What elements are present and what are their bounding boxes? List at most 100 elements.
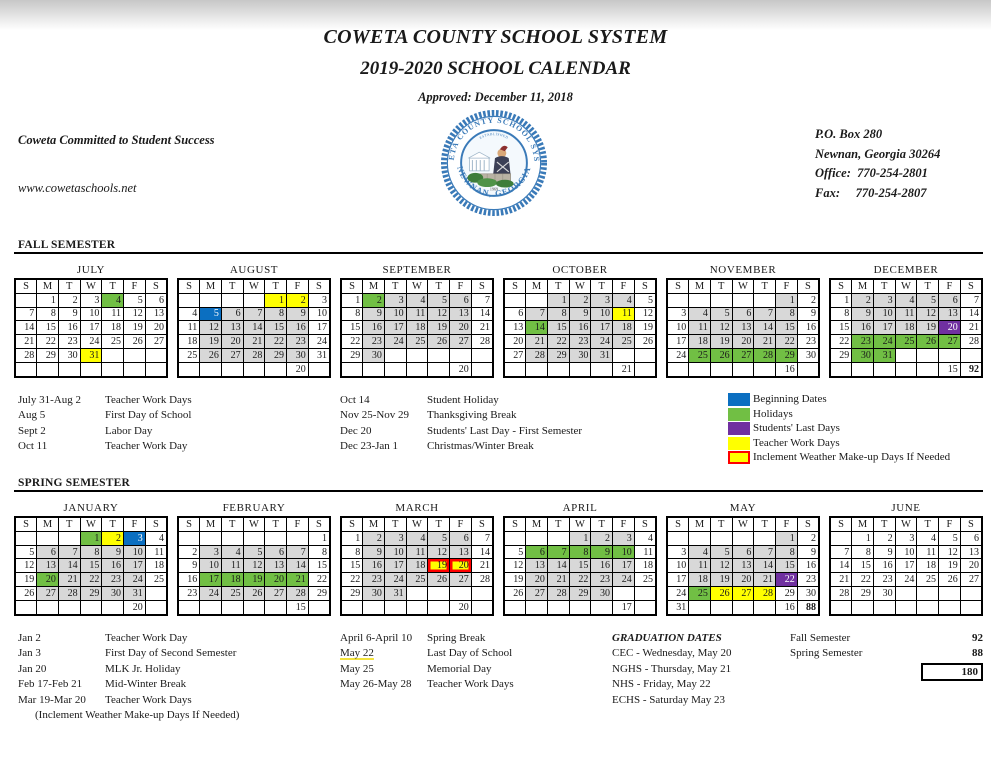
graduation-dates: GRADUATION DATES CEC - Wednesday, May 20…	[612, 631, 790, 709]
day-cell: 27	[144, 334, 168, 349]
day-cell: 15	[775, 320, 798, 336]
day-cell: 10	[383, 544, 407, 560]
day-cell: 14	[242, 320, 266, 336]
inclement-footnote: (Inclement Weather Make-up Days If Neede…	[35, 709, 240, 722]
day-cell	[470, 361, 494, 378]
month-july: JULY S M T W T F S 1 2 3 4 5 6 7 8 9 10 11 12 13 14 15 16 17 18 19…	[14, 264, 168, 378]
day-cell	[546, 530, 570, 546]
note-label: Christmas/Winter Break	[427, 440, 534, 453]
day-cell	[753, 292, 777, 308]
day-cell: 9	[362, 306, 385, 322]
total-value: 92	[972, 631, 983, 644]
day-cell	[340, 599, 364, 616]
note-row: Nov 25-Nov 29 Thanksgiving Break	[340, 408, 728, 424]
day-cell: 11	[612, 306, 635, 322]
note-row: Jan 20 MLK Jr. Holiday	[18, 662, 340, 678]
day-cell: 4	[688, 306, 711, 322]
day-cell: 22	[79, 572, 103, 588]
day-cell: 26	[916, 334, 940, 349]
day-cell: 30	[796, 586, 820, 601]
day-cell: 7	[753, 544, 777, 560]
month-november: NOVEMBER S M T W T F S 1 2 3 4 5 6 7 8 9 10 11 12 13 14 15 16 17…	[666, 264, 820, 378]
day-cell: 27	[731, 347, 755, 363]
day-cell: 21	[470, 558, 494, 574]
month-title: SEPTEMBER	[382, 264, 452, 276]
day-cell: 20	[731, 572, 755, 588]
day-cell: 88	[796, 599, 820, 616]
note-date: Jan 2	[18, 631, 41, 644]
day-cell: 22	[340, 572, 364, 588]
day-cell	[731, 361, 755, 378]
day-cell	[177, 361, 201, 378]
day-cell: 25	[177, 347, 201, 363]
day-cell: 12	[709, 558, 733, 574]
note-label: Students' Last Day - First Semester	[427, 424, 583, 437]
day-cell: 25	[144, 572, 168, 588]
day-cell: 17	[612, 599, 635, 616]
day-cell: 20	[449, 320, 472, 336]
day-cell	[220, 292, 244, 308]
day-cell: 11	[177, 320, 201, 336]
day-header-cell: W	[242, 516, 266, 532]
document-header: COWETA COUNTY SCHOOL SYSTEM 2019-2020 SC…	[0, 0, 991, 105]
note-date: April 6-April 10	[340, 631, 413, 644]
day-cell: 15	[851, 558, 874, 574]
day-cell	[872, 599, 896, 616]
day-cell: 30	[362, 586, 385, 601]
day-header-cell: S	[14, 278, 38, 294]
day-cell	[405, 586, 429, 601]
day-cell: 7	[546, 544, 570, 560]
day-cell: 11	[144, 544, 168, 560]
day-cell: 9	[57, 306, 81, 322]
day-cell: 29	[79, 586, 103, 601]
day-cell: 19	[709, 572, 733, 588]
day-cell	[851, 599, 874, 616]
day-header-cell: T	[383, 278, 407, 294]
day-cell: 5	[938, 530, 961, 546]
day-cell	[405, 347, 429, 363]
day-cell	[57, 361, 81, 378]
legend-label: Students' Last Days	[753, 422, 840, 435]
day-cell: 13	[220, 320, 244, 336]
day-cell: 15	[546, 320, 570, 336]
day-cell	[525, 530, 548, 546]
day-cell	[144, 599, 168, 616]
day-cell: 12	[199, 320, 222, 336]
day-header-cell: T	[427, 278, 451, 294]
day-cell	[427, 586, 451, 601]
note-label: Labor Day	[105, 424, 153, 437]
day-cell: 30	[796, 347, 820, 363]
day-cell	[503, 361, 527, 378]
day-cell: 15	[286, 599, 309, 616]
day-cell: 13	[525, 558, 548, 574]
day-cell	[894, 361, 918, 378]
day-cell	[894, 599, 918, 616]
day-cell: 19	[633, 320, 657, 336]
note-row: Oct 14 Student Holiday	[340, 393, 728, 409]
day-cell: 15	[340, 320, 364, 336]
note-label: Teacher Work Days	[427, 678, 514, 691]
day-header-cell: S	[177, 516, 201, 532]
day-cell	[405, 599, 429, 616]
fall-semester-heading: FALL SEMESTER	[14, 239, 983, 254]
day-cell: 25	[688, 586, 711, 601]
day-cell	[470, 347, 494, 363]
note-date: Feb 17-Feb 21	[18, 678, 83, 691]
day-cell: 11	[916, 544, 940, 560]
day-cell: 25	[688, 347, 711, 363]
day-cell	[427, 361, 451, 378]
day-header-cell: S	[144, 516, 168, 532]
day-cell	[688, 292, 711, 308]
day-header-cell: W	[731, 278, 755, 294]
day-cell: 23	[57, 334, 81, 349]
day-cell	[144, 347, 168, 363]
day-header-cell: F	[775, 278, 798, 294]
day-cell: 28	[14, 347, 38, 363]
day-cell: 20	[123, 599, 146, 616]
total-label: Spring Semester	[790, 647, 863, 660]
day-cell: 27	[449, 334, 472, 349]
day-cell: 5	[427, 530, 451, 546]
day-cell: 14	[546, 558, 570, 574]
day-header-cell: W	[731, 516, 755, 532]
address-block: P.O. Box 280 Newnan, Georgia 30264 Office:…	[815, 125, 940, 203]
